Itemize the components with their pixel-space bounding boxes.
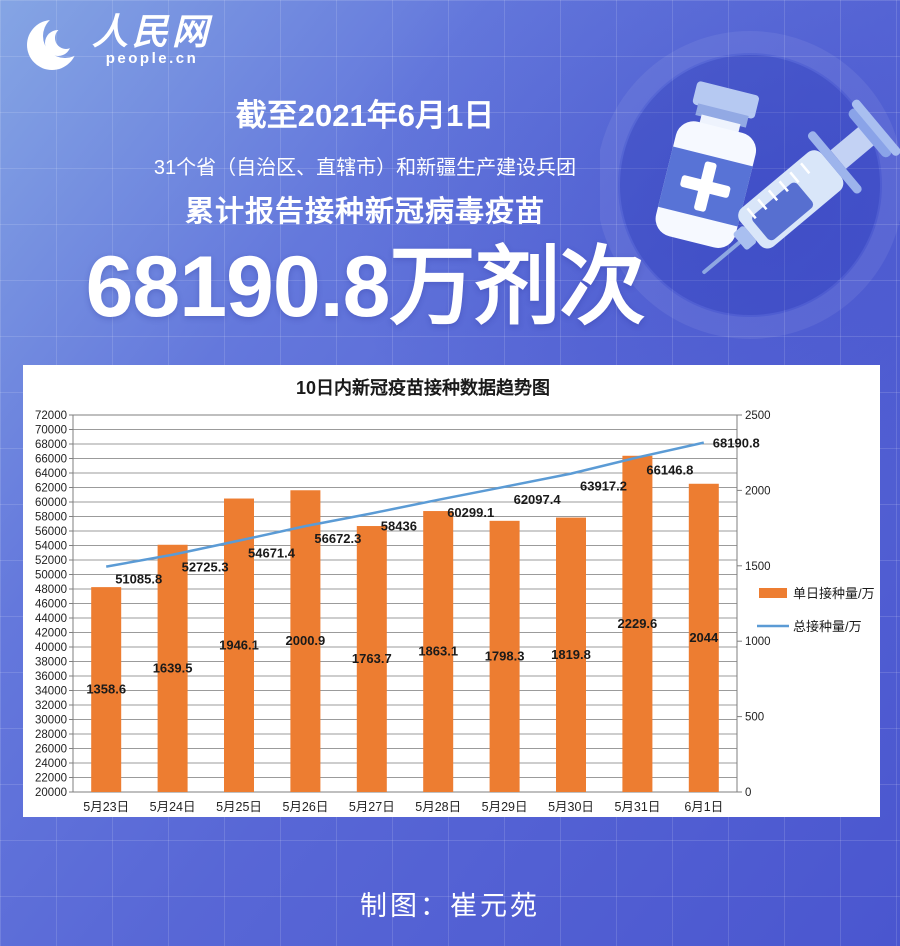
daily-bar <box>622 455 653 792</box>
left-axis-label: 38000 <box>35 657 67 669</box>
credit-line: 制图：崔元苑 <box>360 891 540 921</box>
legend-bar-label: 单日接种量/万 <box>793 586 875 601</box>
reporting-scope: 31个省（自治区、直辖市）和新疆生产建设兵团 <box>153 157 577 179</box>
chart-title: 10日内新冠疫苗接种数据趋势图 <box>296 377 550 398</box>
right-axis-label: 1500 <box>745 561 771 573</box>
daily-bar <box>688 483 719 792</box>
left-axis-label: 56000 <box>35 526 67 538</box>
left-axis-label: 26000 <box>35 744 67 756</box>
left-axis-label: 66000 <box>35 454 67 466</box>
x-axis-label: 5月31日 <box>614 800 660 814</box>
as-of-date: 截至2021年6月1日 <box>235 98 495 133</box>
bar-data-label: 1819.8 <box>551 647 591 662</box>
line-data-label: 51085.8 <box>115 572 162 587</box>
bar-data-label: 1358.6 <box>86 682 126 697</box>
legend-bar-swatch <box>759 588 787 598</box>
line-data-label: 60299.1 <box>447 505 494 520</box>
x-axis-label: 5月24日 <box>150 800 196 814</box>
daily-bar <box>356 526 387 792</box>
line-data-label: 62097.4 <box>514 492 562 507</box>
left-axis-label: 22000 <box>35 773 67 785</box>
left-axis-label: 50000 <box>35 570 67 582</box>
right-axis-label: 0 <box>745 787 751 799</box>
bar-data-label: 1946.1 <box>219 637 259 652</box>
bar-data-label: 1798.3 <box>485 648 525 663</box>
left-axis-label: 28000 <box>35 729 67 741</box>
x-axis-label: 5月28日 <box>415 800 461 814</box>
logo-site-domain: people.cn <box>105 49 199 67</box>
x-axis-label: 5月26日 <box>282 800 328 814</box>
bar-data-label: 1763.7 <box>352 651 392 666</box>
daily-bar <box>290 490 321 792</box>
left-axis-label: 32000 <box>35 700 67 712</box>
left-axis-label: 54000 <box>35 541 67 553</box>
bar-data-label: 2000.9 <box>286 633 326 648</box>
vaccination-trend-chart: 10日内新冠疫苗接种数据趋势图 200002200024000260002800… <box>35 377 875 814</box>
daily-bar <box>157 544 188 792</box>
left-axis-label: 64000 <box>35 468 67 480</box>
left-axis-label: 58000 <box>35 512 67 524</box>
left-axis-label: 20000 <box>35 787 67 799</box>
right-axis-label: 2500 <box>745 410 771 422</box>
left-axis-label: 44000 <box>35 613 67 625</box>
legend-line-label: 总接种量/万 <box>793 619 862 634</box>
subject-line: 累计报告接种新冠病毒疫苗 <box>184 196 545 228</box>
line-data-label: 54671.4 <box>248 546 296 561</box>
right-axis-label: 1000 <box>745 636 771 648</box>
vaccine-illustration <box>596 30 900 350</box>
left-axis-label: 72000 <box>35 410 67 422</box>
line-data-label: 68190.8 <box>713 436 760 451</box>
left-axis-label: 24000 <box>35 758 67 770</box>
x-axis-label: 5月30日 <box>548 800 594 814</box>
left-axis-label: 68000 <box>35 439 67 451</box>
x-axis-label: 5月29日 <box>482 800 528 814</box>
left-axis-label: 46000 <box>35 599 67 611</box>
bar-data-label: 2229.6 <box>618 616 658 631</box>
line-data-label: 66146.8 <box>646 462 693 477</box>
line-data-label: 56672.3 <box>314 531 361 546</box>
vaccine-vial-syringe-icon <box>596 31 900 339</box>
left-axis-label: 30000 <box>35 715 67 727</box>
left-axis-label: 36000 <box>35 671 67 683</box>
logo-site-name: 人民网 <box>92 11 213 52</box>
left-axis-label: 70000 <box>35 425 67 437</box>
left-axis-label: 40000 <box>35 642 67 654</box>
syringe <box>702 99 900 274</box>
left-axis-label: 60000 <box>35 497 67 509</box>
cumulative-trend-line <box>105 441 705 568</box>
bar-data-label: 2044 <box>689 630 719 645</box>
left-axis-label: 42000 <box>35 628 67 640</box>
chart-card: 10日内新冠疫苗接种数据趋势图 20000 22000 24000 26000 2800… <box>23 365 880 817</box>
right-axis-label: 2000 <box>745 485 771 497</box>
line-data-label: 63917.2 <box>580 479 627 494</box>
daily-bar <box>489 520 520 792</box>
left-axis-label: 34000 <box>35 686 67 698</box>
peoplecn-crescent-icon <box>26 12 84 74</box>
bar-data-label: 1863.1 <box>418 644 458 659</box>
peoplecn-logo: 人民网 people.cn <box>26 12 212 74</box>
vaccine-vial <box>655 81 760 248</box>
left-axis-label: 62000 <box>35 483 67 495</box>
line-data-label: 52725.3 <box>182 560 229 575</box>
bar-data-label: 1639.5 <box>153 660 193 675</box>
x-axis-label: 6月1日 <box>684 800 723 814</box>
daily-bar <box>556 517 586 792</box>
headline-total-doses: 68190.8万剂次 <box>85 239 646 335</box>
daily-bar <box>423 511 454 792</box>
line-data-label: 58436 <box>381 518 417 533</box>
x-axis-label: 5月27日 <box>349 800 395 814</box>
right-axis-label: 500 <box>745 712 764 724</box>
left-axis-label: 52000 <box>35 555 67 567</box>
daily-bar <box>224 498 254 792</box>
left-axis-label: 48000 <box>35 584 67 596</box>
x-axis-label: 5月25日 <box>216 800 262 814</box>
header-text-block: 截至2021年6月1日 31个省（自治区、直辖市）和新疆生产建设兵团 累计报告接… <box>15 90 715 332</box>
daily-bar <box>91 587 122 792</box>
x-axis-label: 5月23日 <box>83 800 129 814</box>
plot-border <box>72 414 738 793</box>
